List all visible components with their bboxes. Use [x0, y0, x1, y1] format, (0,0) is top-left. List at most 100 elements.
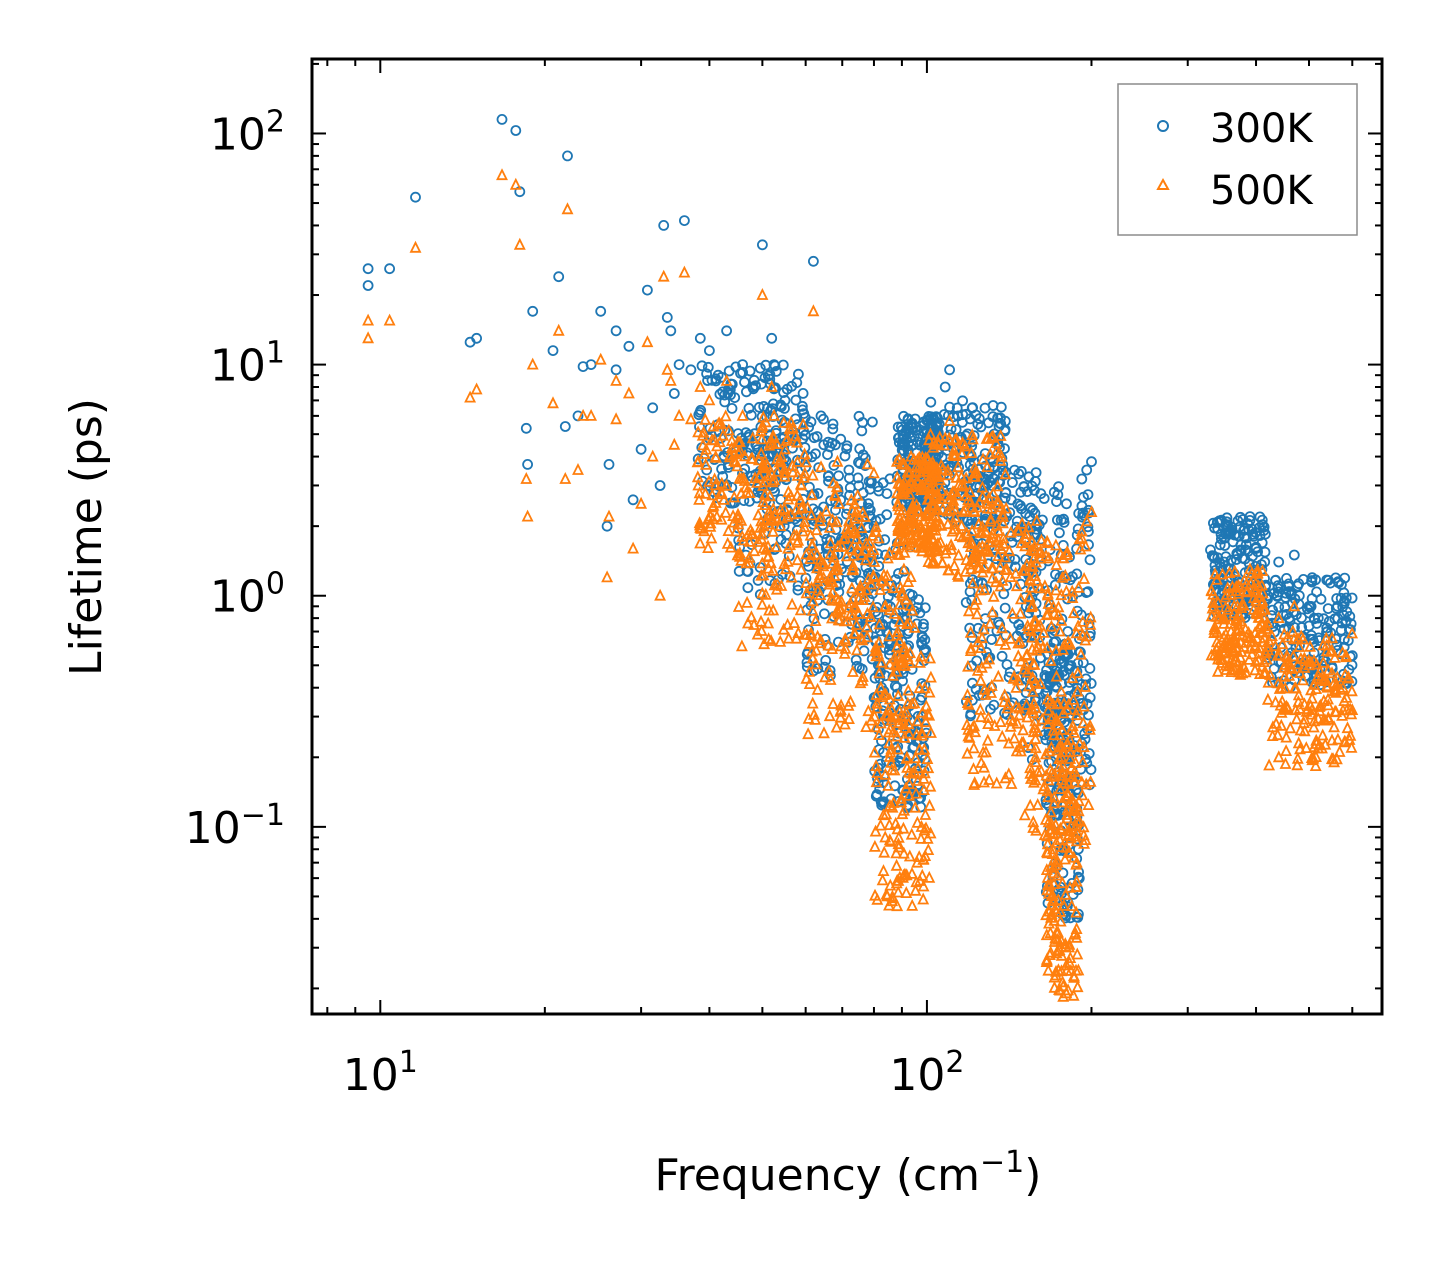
point-500k	[694, 536, 707, 549]
point-500k	[951, 488, 964, 501]
point-500k	[990, 776, 1003, 789]
point-500k	[1071, 703, 1084, 716]
point-500k	[879, 830, 892, 843]
point-500k	[807, 304, 820, 317]
point-500k	[986, 571, 999, 584]
point-500k	[889, 657, 902, 670]
point-300k	[1338, 587, 1350, 599]
point-500k	[904, 570, 917, 582]
point-500k	[877, 808, 890, 821]
point-500k	[814, 636, 827, 649]
point-300k	[823, 470, 834, 482]
point-500k	[974, 673, 987, 686]
point-300k	[1071, 853, 1083, 864]
point-500k	[1263, 758, 1276, 771]
point-500k	[1029, 569, 1042, 581]
point-500k	[871, 643, 884, 656]
point-300k	[892, 421, 904, 433]
point-500k	[982, 711, 995, 723]
point-500k	[1024, 761, 1037, 774]
point-300k	[1071, 568, 1083, 580]
point-300k	[522, 458, 533, 470]
point-500k	[901, 532, 914, 545]
point-500k	[1253, 619, 1266, 632]
point-500k	[883, 629, 896, 642]
point-500k	[1015, 654, 1028, 667]
point-500k	[1055, 684, 1068, 697]
point-500k	[1055, 588, 1068, 601]
point-500k	[923, 708, 936, 721]
point-300k	[1012, 498, 1024, 510]
point-300k	[790, 394, 802, 406]
point-500k	[1072, 963, 1085, 976]
point-500k	[1294, 742, 1306, 755]
point-300k	[792, 584, 804, 596]
point-300k	[702, 361, 714, 373]
point-500k	[903, 726, 915, 739]
point-500k	[803, 664, 816, 677]
point-500k	[1037, 625, 1050, 638]
point-500k	[1250, 605, 1263, 618]
point-500k	[936, 462, 949, 475]
point-500k	[890, 664, 903, 677]
point-500k	[918, 742, 931, 755]
point-500k	[868, 709, 881, 722]
y-tick-label: 10−1	[185, 798, 285, 854]
point-500k	[996, 573, 1009, 586]
point-500k	[847, 558, 860, 571]
point-500k	[770, 540, 783, 552]
point-300k	[661, 311, 673, 323]
point-500k	[874, 818, 887, 831]
point-500k	[1308, 740, 1321, 753]
point-500k	[962, 697, 975, 710]
point-500k	[1066, 591, 1079, 603]
point-300k	[647, 402, 659, 414]
point-500k	[967, 741, 980, 754]
point-500k	[870, 759, 883, 771]
point-500k	[761, 550, 774, 563]
point-300k	[719, 396, 731, 408]
point-300k	[1284, 615, 1296, 627]
point-500k	[715, 417, 728, 430]
point-500k	[826, 556, 839, 569]
point-500k	[850, 505, 863, 518]
point-500k	[968, 466, 981, 479]
point-500k	[1010, 680, 1023, 693]
point-500k	[838, 646, 851, 659]
point-500k	[756, 287, 769, 300]
point-500k	[1068, 775, 1081, 788]
point-500k	[806, 696, 819, 709]
point-300k	[778, 387, 789, 398]
point-500k	[721, 536, 734, 549]
point-500k	[943, 413, 956, 426]
point-500k	[1272, 611, 1285, 623]
point-500k	[944, 491, 957, 504]
point-500k	[1047, 723, 1060, 736]
point-500k	[509, 177, 522, 190]
point-500k	[1057, 979, 1070, 992]
point-300k	[902, 414, 914, 426]
point-500k	[848, 496, 861, 509]
point-300k	[1323, 574, 1334, 586]
point-500k	[766, 436, 779, 449]
point-300k	[743, 402, 755, 414]
point-300k	[918, 622, 929, 633]
point-300k	[1258, 521, 1270, 533]
point-500k	[1057, 989, 1070, 1002]
point-500k	[894, 658, 907, 671]
point-500k	[552, 323, 565, 336]
point-500k	[860, 720, 873, 732]
point-500k	[1012, 523, 1025, 536]
point-500k	[1004, 712, 1017, 725]
point-500k	[1251, 563, 1264, 576]
point-500k	[948, 558, 961, 571]
point-500k	[1213, 609, 1226, 622]
point-500k	[990, 436, 1002, 449]
point-500k	[1271, 728, 1284, 741]
point-500k	[773, 455, 786, 468]
point-500k	[1233, 609, 1246, 622]
point-500k	[1063, 846, 1076, 859]
point-500k	[1247, 591, 1260, 604]
point-500k	[906, 500, 919, 513]
point-300k	[496, 114, 508, 125]
